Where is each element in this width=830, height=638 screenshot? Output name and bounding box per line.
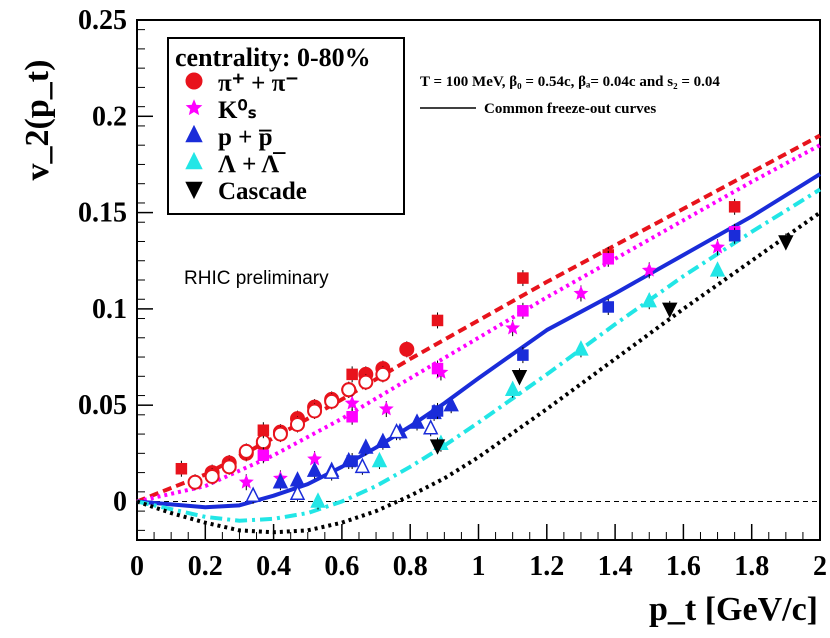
lambda-legend-marker <box>185 151 203 170</box>
kaon-square-point <box>517 305 529 317</box>
pion-curve <box>136 133 821 504</box>
proton-open-point <box>354 457 371 474</box>
pion-open-point <box>204 468 220 484</box>
lambda-legend-label: Λ + Λ̅ <box>218 151 286 178</box>
kaon-legend-label: K⁰ₛ <box>218 97 257 124</box>
kaon-point <box>641 262 657 277</box>
proton-square-point <box>431 405 444 417</box>
cascade-point <box>511 370 528 386</box>
cascade-point <box>778 235 794 251</box>
cascade-point <box>429 439 446 455</box>
x-tick-label: 0 <box>130 551 144 582</box>
kaon-square-point <box>257 449 270 462</box>
proton-point <box>375 432 391 449</box>
proton-point <box>272 473 289 489</box>
x-tick-label: 0.4 <box>256 551 291 582</box>
x-tick-label: 2 <box>813 551 827 582</box>
proton-open-point <box>388 422 405 439</box>
pion-square-point <box>346 368 358 381</box>
lambda-point <box>504 380 521 397</box>
proton-point <box>306 461 323 477</box>
pion-open-point <box>272 426 288 442</box>
y-tick-label: 0.2 <box>92 101 127 132</box>
lambda-point <box>709 261 726 277</box>
pion-open-point <box>307 403 323 419</box>
y-tick-label: 0.1 <box>92 294 127 325</box>
kaon-square-point <box>602 253 615 265</box>
cascade-legend-marker <box>185 181 203 200</box>
cascade-curve <box>136 210 822 535</box>
y-tick-label: 0 <box>113 486 127 517</box>
kaon-point <box>238 474 254 489</box>
y-axis-title-text: v_2(p_t) <box>19 60 56 181</box>
pion-open-point <box>290 416 306 432</box>
pion-open-point <box>324 393 340 409</box>
cascade-point <box>662 302 678 319</box>
pion-square-point <box>431 314 444 327</box>
proton-square-point <box>728 229 741 242</box>
y-tick-label: 0.15 <box>78 198 127 229</box>
pion-open-point <box>187 474 203 490</box>
pion-legend-label: π⁺ + π⁻ <box>218 70 299 97</box>
curves-legend-label: Common freeze-out curves <box>484 101 656 117</box>
x-tick-label: 1.8 <box>734 551 769 582</box>
pion-open-point <box>238 443 254 459</box>
x-tick-label: 1.6 <box>666 551 701 582</box>
pion-legend-marker <box>185 72 203 90</box>
proton-square-point <box>346 455 358 467</box>
x-tick-label: 1.2 <box>529 551 564 582</box>
y-tick-label: 0.25 <box>78 5 127 36</box>
proton-legend-label: p + p̅ <box>218 124 273 151</box>
lambda-point <box>573 340 589 356</box>
proton-square-point <box>517 349 529 361</box>
kaon-curve <box>136 143 821 504</box>
pion-open-point <box>221 459 237 475</box>
x-tick-label: 1.4 <box>598 551 633 582</box>
x-tick-label: 1 <box>472 551 486 582</box>
x-tick-label: 0.8 <box>393 551 428 582</box>
pion-open-point <box>341 382 357 398</box>
proton-point <box>289 471 306 487</box>
legend-frame <box>167 37 405 215</box>
proton-legend-marker <box>185 124 203 143</box>
proton-point <box>358 438 374 454</box>
proton-open-point <box>323 463 340 479</box>
proton-open-point <box>245 486 261 502</box>
kaon-point <box>505 320 521 335</box>
params-text: T = 100 MeV, β₀ = 0.54c, βₐ= 0.04c and s… <box>420 74 720 90</box>
proton-open-point <box>422 419 439 435</box>
x-tick-label: 0.6 <box>324 551 359 582</box>
proton-curve <box>136 172 822 510</box>
lambda-point <box>371 451 388 468</box>
proton-open-point <box>289 484 306 501</box>
y-tick-label: 0.05 <box>78 390 127 421</box>
proton-point <box>443 396 459 412</box>
pion-square-point <box>517 272 529 284</box>
pion-square-point <box>728 201 741 213</box>
pion-square-point <box>257 424 270 436</box>
pion-square-point <box>175 462 188 475</box>
lambda-point <box>641 292 657 308</box>
pion-point <box>399 341 415 357</box>
x-axis-title: p_t [GeV/c] <box>649 591 818 628</box>
cascade-legend-label: Cascade <box>218 178 307 205</box>
kaon-point <box>573 285 589 300</box>
kaon-point <box>344 395 360 410</box>
kaon-point <box>378 401 394 416</box>
kaon-point <box>710 239 725 254</box>
x-tick-label: 0.2 <box>188 551 223 582</box>
pion-open-point <box>375 366 391 382</box>
proton-square-point <box>602 301 615 313</box>
y-axis-title: v_2(p_t) <box>19 60 56 181</box>
kaon-square-point <box>346 410 358 423</box>
kaon-legend-marker <box>185 99 203 116</box>
rhic-preliminary-annotation: RHIC preliminary <box>184 268 329 289</box>
lambda-point <box>310 492 326 508</box>
legend-title: centrality: 0-80% <box>175 43 371 72</box>
kaon-square-point <box>431 362 444 375</box>
proton-point <box>409 413 425 429</box>
pion-open-point <box>358 374 374 390</box>
